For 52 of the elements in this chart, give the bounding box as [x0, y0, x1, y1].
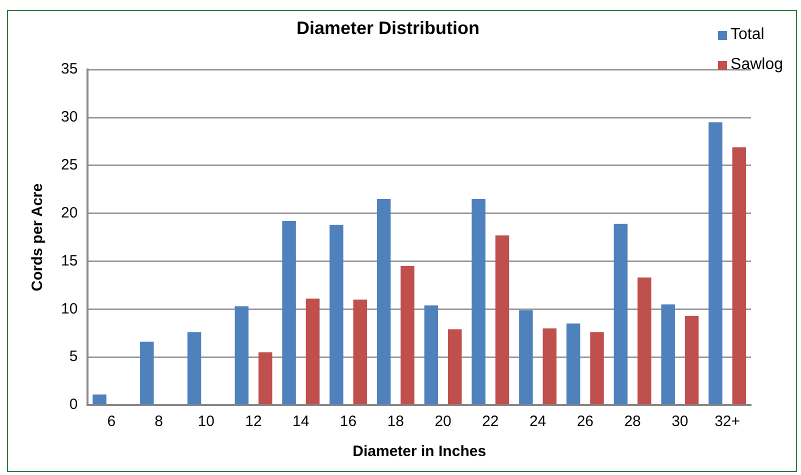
y-tick-label: 30: [60, 108, 78, 126]
chart-title: Diameter Distribution: [296, 18, 480, 38]
bar: [282, 221, 296, 404]
bar: [566, 324, 580, 404]
x-axis-title: Diameter in Inches: [352, 443, 486, 460]
y-tick-label: 35: [60, 60, 78, 78]
bar: [684, 316, 699, 404]
x-tick-label: 20: [434, 413, 452, 430]
y-tick-label: 10: [60, 300, 78, 318]
bar: [638, 278, 652, 404]
bar: [519, 310, 533, 404]
bar: [376, 198, 391, 404]
bar: [424, 305, 438, 404]
x-tick-label: 8: [154, 413, 163, 430]
x-tick-label: 14: [292, 413, 310, 430]
bar: [472, 198, 486, 404]
y-tick-label: 15: [60, 252, 78, 270]
bar: [542, 328, 557, 404]
bar: [590, 332, 604, 404]
x-tick-label: 26: [576, 413, 594, 430]
bar: [353, 300, 367, 404]
bar: [614, 224, 628, 404]
bar: [708, 122, 722, 404]
y-axis-title: Cords per Acre: [29, 183, 46, 292]
bar: [187, 332, 202, 404]
bar: [448, 329, 462, 404]
y-tick-label: 0: [69, 396, 78, 414]
bar: [258, 352, 272, 404]
bar: [732, 147, 746, 404]
bar: [330, 224, 344, 404]
bar: [400, 266, 414, 404]
bar: [140, 342, 154, 404]
x-tick-label: 32+: [714, 413, 740, 430]
x-tick-label: 10: [198, 413, 214, 430]
bar: [92, 394, 106, 404]
y-tick-label: 5: [69, 348, 78, 366]
x-tick-label: 12: [245, 413, 262, 430]
x-tick-label: 30: [672, 413, 688, 430]
bar: [234, 306, 249, 404]
bar: [495, 235, 510, 404]
bar: [306, 298, 320, 404]
legend-label: Total: [730, 26, 764, 44]
y-tick-label: 25: [60, 156, 78, 174]
x-tick-label: 6: [107, 413, 116, 430]
legend-label: Sawlog: [730, 56, 783, 74]
y-tick-label: 20: [60, 204, 78, 222]
x-tick-label: 18: [387, 413, 404, 430]
x-tick-label: 16: [340, 413, 357, 430]
x-tick-label: 22: [482, 413, 499, 430]
x-tick-label: 28: [624, 413, 641, 430]
bar: [661, 304, 675, 404]
x-tick-label: 24: [529, 413, 546, 430]
